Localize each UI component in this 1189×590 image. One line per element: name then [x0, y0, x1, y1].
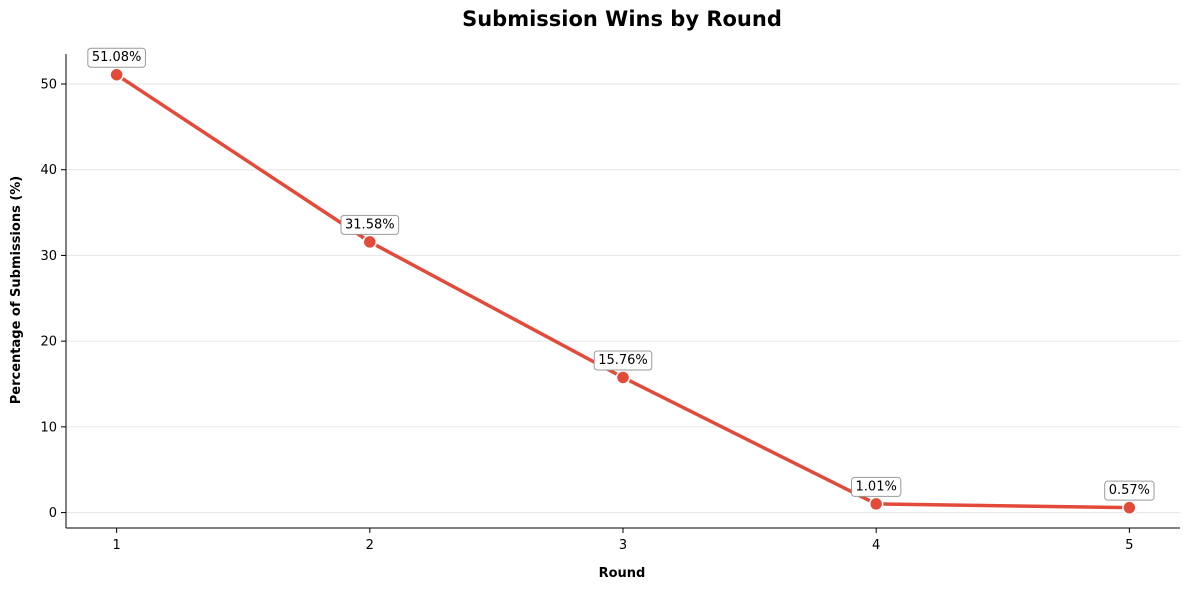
x-tick-label: 5	[1125, 538, 1133, 553]
data-label: 51.08%	[92, 50, 142, 65]
data-point	[868, 496, 884, 512]
y-tick-label: 20	[40, 335, 57, 350]
data-label-box	[593, 350, 653, 371]
data-label-group: 1.01%	[851, 476, 902, 497]
x-tick-label: 4	[872, 538, 880, 553]
data-point	[362, 234, 378, 250]
y-tick-label: 0	[49, 506, 57, 521]
x-tick-label: 3	[619, 538, 627, 553]
x-tick-label: 1	[112, 538, 120, 553]
data-label-box	[340, 214, 400, 235]
x-tick-label: 2	[366, 538, 374, 553]
data-label: 15.76%	[598, 353, 648, 368]
data-label: 31.58%	[345, 217, 395, 232]
series-layer	[109, 67, 1137, 515]
data-label: 0.57%	[1109, 483, 1150, 498]
data-label: 1.01%	[856, 479, 897, 494]
grid-layer	[66, 83, 1180, 514]
data-label-group: 15.76%	[593, 350, 653, 371]
data-labels-layer: 51.08% 31.58% 15.76% 1.01% 0.57%	[87, 47, 1155, 501]
data-label-group: 31.58%	[340, 214, 400, 235]
data-label-box	[87, 47, 146, 68]
data-label-box	[1104, 480, 1155, 501]
data-label-group: 0.57%	[1104, 480, 1155, 501]
y-tick-label: 50	[40, 78, 57, 93]
y-axis-label: Percentage of Submissions (%)	[9, 176, 24, 405]
series-line	[114, 72, 1132, 510]
data-point	[615, 370, 631, 385]
data-point	[109, 67, 124, 82]
y-tick-label: 40	[40, 163, 57, 178]
data-label-group: 51.08%	[87, 47, 146, 68]
y-tick-label: 30	[40, 249, 57, 264]
data-label-box	[851, 476, 902, 497]
axes-layer: 0 10 20 30 40 50 1 2 3 4 5	[40, 54, 1180, 553]
x-axis-label: Round	[599, 566, 646, 581]
data-point	[1122, 500, 1137, 515]
chart-title: Submission Wins by Round	[462, 7, 782, 31]
y-tick-label: 10	[40, 420, 57, 435]
